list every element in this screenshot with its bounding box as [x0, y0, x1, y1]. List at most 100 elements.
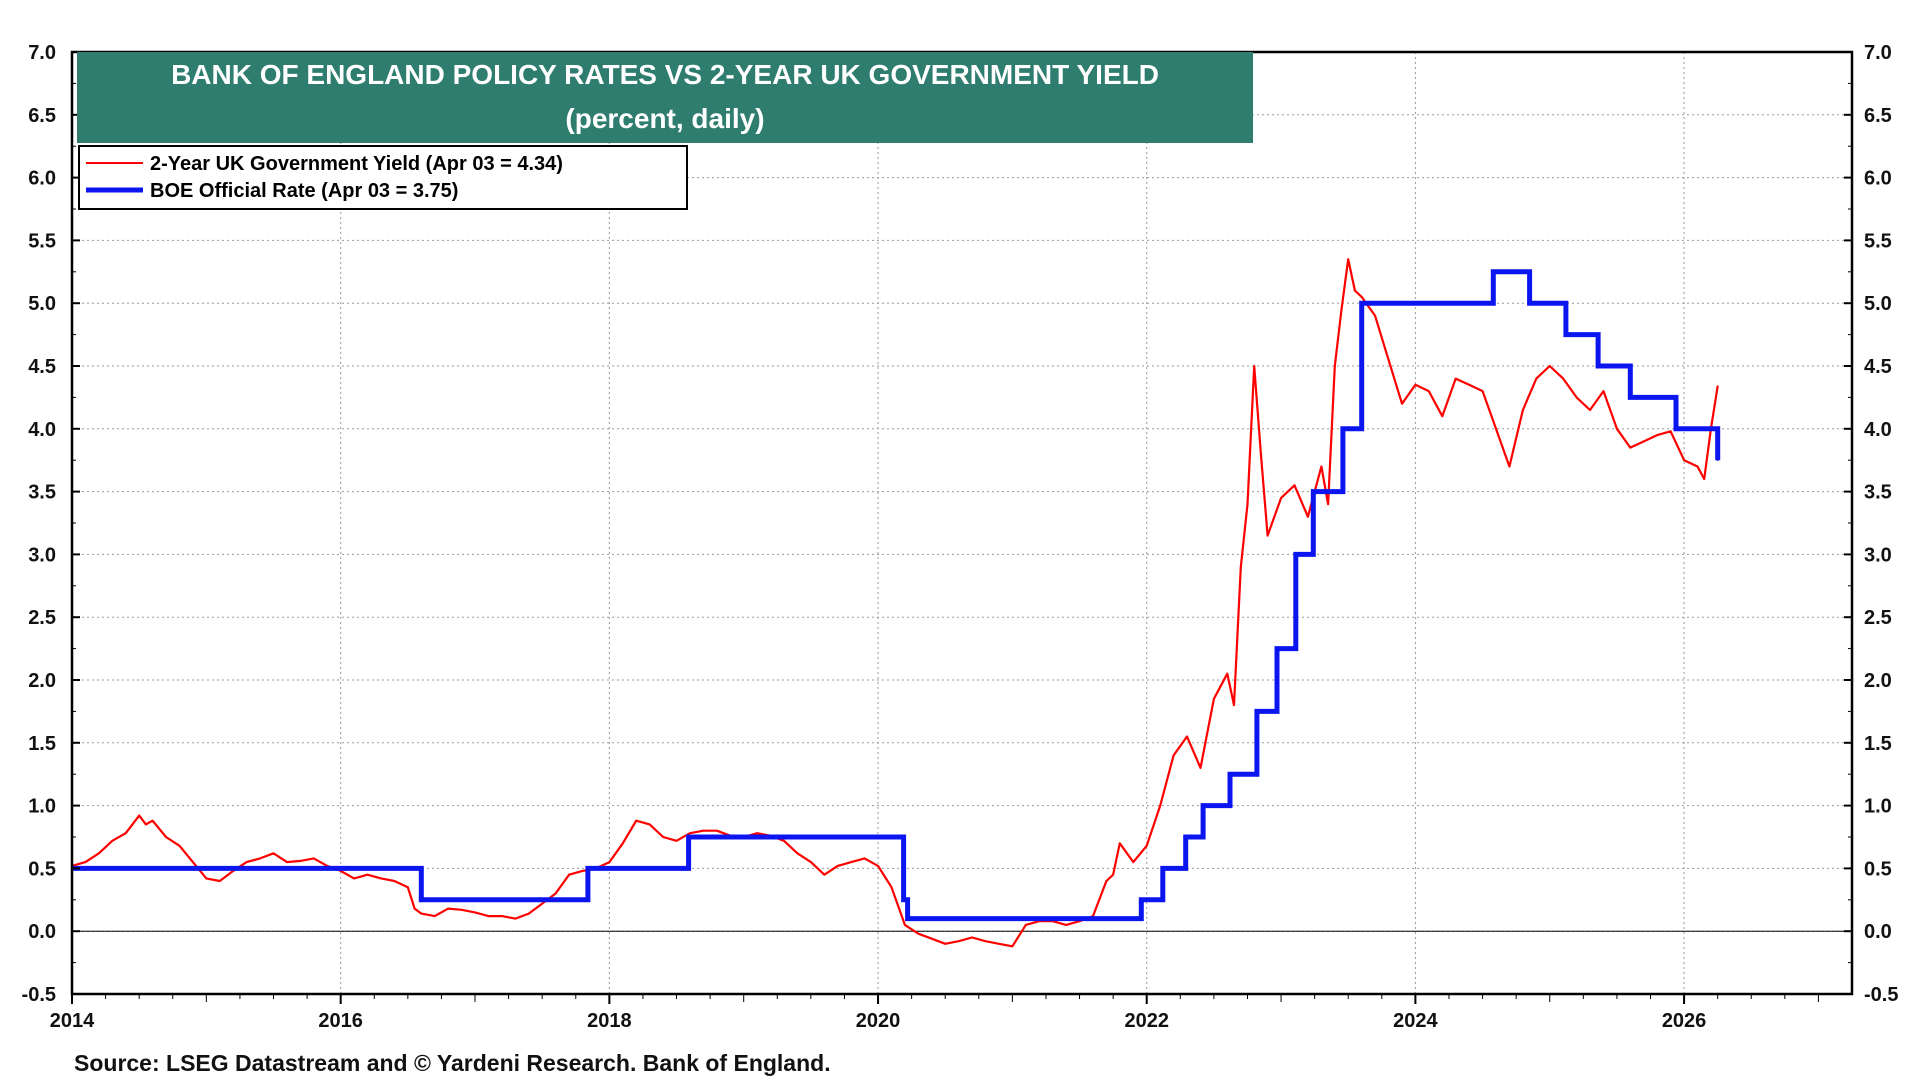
- yield-point: [1333, 365, 1336, 367]
- yield-point: [1575, 396, 1578, 399]
- yield-point: [1011, 945, 1014, 948]
- x-tick-label: 2022: [1124, 1010, 1169, 1032]
- yield-point: [313, 857, 315, 860]
- y-tick-label-right: -0.5: [1864, 984, 1898, 1006]
- boe-rate-point: [1716, 459, 1719, 462]
- y-tick-label-right: 0.0: [1864, 921, 1892, 943]
- yield-point: [527, 912, 530, 915]
- yield-point: [218, 880, 221, 882]
- yield-point: [1280, 497, 1282, 499]
- boe-rate-point: [420, 899, 423, 901]
- yield-point: [1481, 390, 1484, 392]
- yield-point: [897, 905, 899, 907]
- yield-point: [1025, 924, 1027, 926]
- yield-point: [1562, 377, 1564, 380]
- yield-point: [608, 861, 611, 863]
- yield-point: [1548, 365, 1551, 367]
- boe-rate-point: [906, 917, 909, 920]
- yield-point: [796, 852, 799, 855]
- yield-point: [393, 880, 396, 882]
- yield-point: [554, 892, 557, 895]
- yield-point: [890, 886, 893, 889]
- y-tick-label-left: 1.5: [28, 733, 56, 755]
- yield-point: [1307, 515, 1309, 518]
- y-tick-label-left: 3.0: [28, 544, 56, 566]
- yield-point: [1468, 384, 1470, 386]
- y-tick-label-left: 0.0: [28, 921, 56, 943]
- yield-point: [84, 861, 87, 863]
- y-tick-label-left: 0.5: [28, 858, 56, 880]
- y-tick-label-right: 4.0: [1864, 419, 1892, 441]
- yield-point: [1105, 880, 1108, 882]
- yield-point: [541, 902, 543, 905]
- yield-point: [1522, 409, 1524, 411]
- y-tick-label-left: 6.5: [28, 105, 56, 127]
- yield-point: [1145, 844, 1148, 847]
- yield-point: [877, 865, 879, 867]
- y-tick-label-left: 7.0: [28, 42, 56, 64]
- y-tick-label-left: 4.5: [28, 356, 56, 378]
- yield-point: [1683, 459, 1685, 462]
- x-tick-label: 2020: [856, 1010, 901, 1032]
- yield-point: [1360, 296, 1363, 298]
- y-tick-label-right: 3.5: [1864, 482, 1892, 504]
- yield-point: [1669, 430, 1672, 433]
- yield-point: [487, 915, 490, 917]
- x-tick-label: 2026: [1662, 1010, 1707, 1032]
- yield-point: [286, 861, 288, 863]
- yield-point: [178, 844, 181, 847]
- y-axis-right: 7.0 6.5 6.0 5.5 5.0 4.5 4.0 3.5 3.0 2.5 2.0 1.5 1.0 0…: [1844, 42, 1898, 1006]
- series-line-boe-rate: [72, 269, 1721, 922]
- y-tick-label-left: 4.0: [28, 419, 56, 441]
- yield-point: [1260, 453, 1262, 455]
- yield-point: [1703, 478, 1706, 480]
- yield-point: [1340, 308, 1343, 311]
- yield-point: [568, 873, 570, 876]
- yield-point: [850, 861, 852, 863]
- yield-point: [1119, 842, 1121, 845]
- boe-rate-point: [1312, 490, 1315, 493]
- yield-point: [447, 907, 449, 910]
- yield-point: [1246, 503, 1249, 505]
- y-tick-label-right: 0.5: [1864, 858, 1892, 880]
- yield-point: [756, 832, 758, 835]
- yield-point: [1508, 465, 1511, 468]
- yield-point: [1616, 428, 1618, 430]
- y-tick-label-left: 5.0: [28, 293, 56, 315]
- yield-point: [944, 942, 947, 945]
- yield-point: [474, 911, 476, 914]
- yield-point: [1696, 465, 1699, 468]
- yield-point: [662, 836, 664, 838]
- boe-rate-point: [1629, 396, 1632, 399]
- boe-rate-point: [1360, 302, 1363, 305]
- yield-point: [863, 857, 866, 860]
- series-line-2yr-yield: [71, 258, 1719, 948]
- yield-point: [810, 861, 812, 863]
- y-tick-label-right: 1.0: [1864, 796, 1892, 818]
- yield-point: [1199, 767, 1202, 769]
- yield-point: [1401, 402, 1403, 405]
- y-tick-label-right: 5.0: [1864, 293, 1892, 315]
- x-tick-label: 2018: [587, 1010, 632, 1032]
- yield-point: [1589, 409, 1591, 411]
- yield-point: [1374, 314, 1376, 317]
- boe-rate-point: [1140, 899, 1143, 901]
- boe-rate-point: [1342, 428, 1344, 430]
- yield-point: [930, 937, 933, 940]
- boe-rate-point: [1492, 271, 1495, 273]
- yield-point: [783, 839, 785, 842]
- y-tick-label-right: 5.5: [1864, 230, 1892, 252]
- boe-rate-point: [1295, 553, 1297, 556]
- boe-rate-point: [687, 836, 690, 838]
- yield-point: [648, 823, 651, 826]
- yield-point: [151, 819, 154, 822]
- yield-point: [1065, 924, 1067, 926]
- y-tick-label-right: 4.5: [1864, 356, 1892, 378]
- yield-point: [716, 829, 718, 832]
- y-tick-label-right: 6.0: [1864, 168, 1892, 190]
- boe-rate-point: [1162, 867, 1164, 870]
- boe-rate-point: [1597, 365, 1599, 367]
- title-box: [77, 52, 1253, 143]
- yield-point: [299, 860, 302, 862]
